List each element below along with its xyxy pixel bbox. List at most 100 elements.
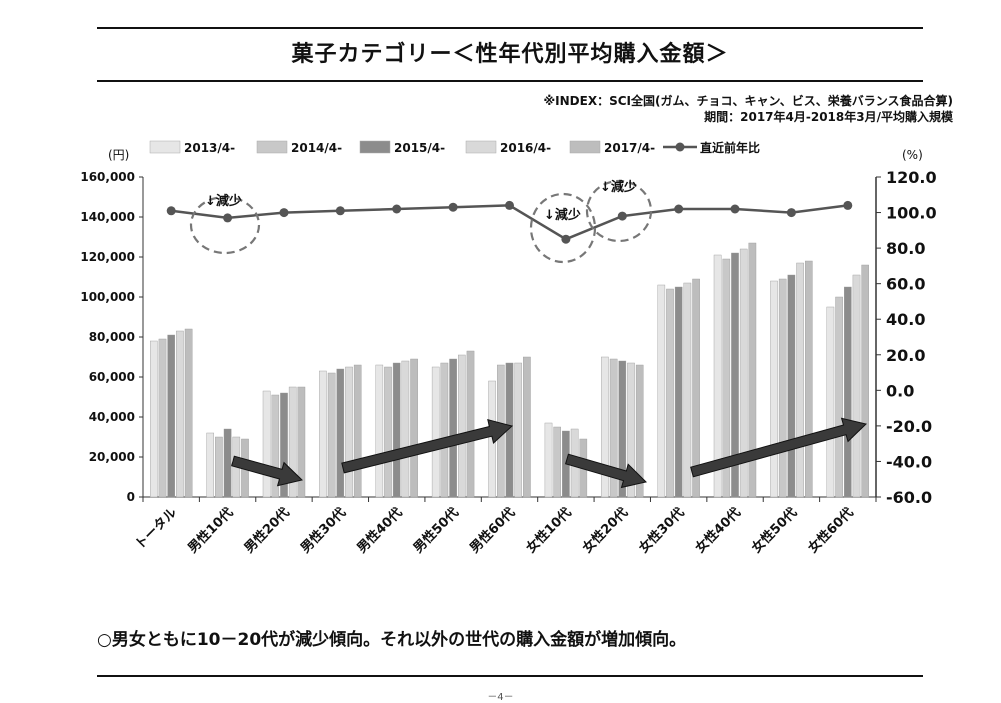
- bar-男性30代-2014/4-: [327, 372, 336, 498]
- annotation-dashed-circle: [189, 195, 261, 255]
- line-point-女性60代: [843, 200, 853, 210]
- bar-トータル-2015/4-: [167, 334, 176, 498]
- bar-男性30代-2013/4-: [319, 370, 327, 498]
- bar-女性30代-2015/4-: [674, 286, 683, 498]
- index-note: ※INDEX：SCI全国(ガム、チョコ、キャン、ビス、栄養バランス食品合算): [543, 94, 953, 108]
- bottom-rule: [97, 675, 923, 677]
- bar-女性60代-2014/4-: [835, 296, 843, 498]
- bar-女性50代-2015/4-: [787, 274, 796, 498]
- bar-男性20代-2017/4-: [297, 386, 306, 498]
- legend-swatch: [569, 140, 601, 154]
- bar-男性50代-2016/4-: [458, 354, 466, 498]
- line-point-女性30代: [674, 204, 684, 214]
- bar-女性30代-2017/4-: [692, 278, 700, 498]
- left-axis-unit: (円): [108, 148, 129, 162]
- bar-男性10代-2015/4-: [223, 428, 232, 498]
- legend-label: 2016/4-: [500, 141, 551, 155]
- left-axis-tick-label: 0: [127, 490, 135, 504]
- bar-女性60代-2015/4-: [844, 286, 852, 498]
- legend-swatch: [359, 140, 391, 154]
- bar-トータル-2014/4-: [158, 338, 167, 498]
- legend-label: 2017/4-: [604, 141, 655, 155]
- bar-男性30代-2015/4-: [336, 368, 345, 498]
- annotation-dashed-circle: [529, 192, 597, 264]
- right-axis-tick-label: -20.0: [886, 417, 932, 436]
- category-label: 女性40代: [692, 505, 744, 557]
- bar-男性20代-2014/4-: [271, 394, 280, 498]
- bar-女性10代-2013/4-: [544, 422, 553, 498]
- left-axis-tick-label: 140,000: [80, 210, 135, 224]
- line-point-男性50代: [448, 202, 458, 212]
- right-axis-tick-label: 80.0: [886, 239, 925, 258]
- bar-男性20代-2015/4-: [280, 392, 288, 498]
- bar-女性20代-2016/4-: [627, 362, 635, 498]
- category-label: 男性10代: [185, 505, 237, 557]
- bar-男性60代-2017/4-: [523, 356, 531, 498]
- bar-女性40代-2013/4-: [713, 254, 722, 498]
- left-axis-tick-label: 120,000: [80, 250, 135, 264]
- line-point-女性40代: [730, 204, 740, 214]
- category-label: 女性50代: [749, 505, 801, 557]
- bar-女性50代-2013/4-: [770, 280, 778, 498]
- bar-男性40代-2015/4-: [392, 362, 401, 498]
- title-underline: [97, 80, 923, 82]
- bar-男性50代-2017/4-: [466, 350, 475, 498]
- line-point-男性40代: [392, 204, 402, 214]
- right-axis-tick-label: 40.0: [886, 310, 925, 329]
- bar-女性30代-2016/4-: [683, 282, 692, 498]
- bar-女性60代-2016/4-: [852, 274, 861, 498]
- right-axis-tick-label: 20.0: [886, 346, 925, 365]
- top-rule: [97, 27, 923, 29]
- annotation-dashed-circle: [585, 179, 653, 243]
- legend-swatch: [465, 140, 497, 154]
- category-label: 男性40代: [354, 505, 406, 557]
- bar-男性40代-2016/4-: [401, 360, 410, 498]
- right-axis-tick-label: 120.0: [886, 168, 937, 187]
- bar-女性20代-2014/4-: [609, 358, 618, 498]
- right-axis-tick-label: 60.0: [886, 275, 925, 294]
- legend-swatch: [256, 140, 288, 154]
- bar-男性30代-2017/4-: [353, 364, 362, 498]
- bar-男性30代-2016/4-: [345, 366, 353, 498]
- left-axis-tick-label: 80,000: [89, 330, 135, 344]
- annotation-decrease: ↓減少: [544, 207, 581, 223]
- bar-男性40代-2017/4-: [410, 358, 418, 498]
- bar-男性10代-2013/4-: [206, 432, 215, 498]
- trend-arrow-female-down: [564, 453, 648, 489]
- category-label: 男性60代: [467, 505, 519, 557]
- bar-男性40代-2013/4-: [375, 364, 384, 498]
- bar-男性20代-2016/4-: [288, 386, 297, 498]
- legend-label: 2013/4-: [184, 141, 235, 155]
- bar-トータル-2017/4-: [184, 328, 193, 498]
- page-title: 菓子カテゴリー＜性年代別平均購入金額＞: [291, 42, 729, 67]
- bar-女性20代-2015/4-: [618, 360, 627, 498]
- left-axis-tick-label: 160,000: [80, 170, 135, 184]
- right-axis-tick-label: 0.0: [886, 381, 914, 400]
- bar-男性50代-2015/4-: [449, 358, 457, 498]
- line-series-yoy: [171, 204, 848, 241]
- bar-女性40代-2015/4-: [731, 252, 739, 498]
- trend-arrow-male-up: [341, 419, 514, 474]
- bar-女性60代-2013/4-: [826, 306, 835, 498]
- line-point-トータル: [166, 206, 176, 216]
- bar-女性20代-2017/4-: [635, 364, 644, 498]
- line-point-女性50代: [786, 208, 796, 218]
- left-axis-tick-label: 40,000: [89, 410, 135, 424]
- bar-女性30代-2013/4-: [657, 284, 666, 498]
- line-point-女性10代: [561, 234, 571, 244]
- line-point-女性20代: [617, 211, 627, 221]
- annotation-decrease: ↓減少: [205, 193, 242, 209]
- bar-女性60代-2017/4-: [861, 264, 869, 498]
- legend-label: 直近前年比: [700, 140, 760, 155]
- category-label: 男性50代: [410, 505, 462, 557]
- category-label: 女性20代: [579, 505, 631, 557]
- legend-swatch: [149, 140, 181, 154]
- bar-女性10代-2014/4-: [553, 426, 561, 498]
- bar-女性50代-2016/4-: [796, 262, 804, 498]
- bar-女性50代-2014/4-: [778, 278, 787, 498]
- left-axis-tick-label: 100,000: [80, 290, 135, 304]
- bar-男性60代-2016/4-: [514, 362, 522, 498]
- trend-arrow-female-up: [690, 417, 868, 478]
- category-label: 男性20代: [241, 505, 293, 557]
- bar-男性50代-2013/4-: [431, 366, 440, 498]
